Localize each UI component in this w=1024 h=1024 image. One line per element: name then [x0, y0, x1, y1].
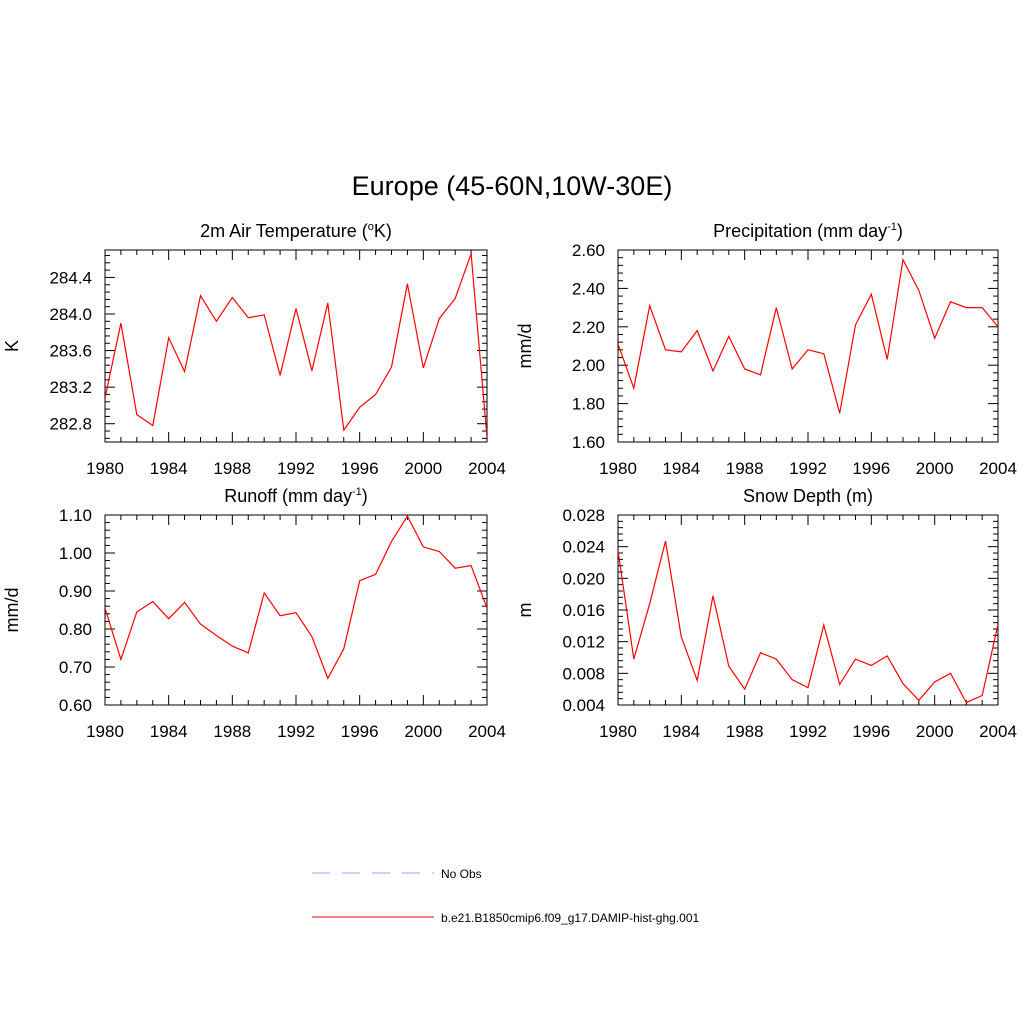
- x-tick-label: 1980: [599, 722, 637, 741]
- x-tick-label: 2000: [404, 722, 442, 741]
- series-line: [618, 540, 998, 704]
- y-axis-label: m: [515, 603, 535, 618]
- x-tick-label: 1988: [726, 722, 764, 741]
- legend: No Obs b.e21.B1850cmip6.f09_g17.DAMIP-hi…: [312, 867, 699, 925]
- x-tick-label: 1984: [662, 459, 700, 478]
- x-tick-label: 2000: [404, 459, 442, 478]
- x-tick-label: 1988: [726, 459, 764, 478]
- x-tick-label: 1988: [213, 459, 251, 478]
- x-tick-label: 1996: [852, 722, 890, 741]
- x-tick-label: 1992: [277, 459, 315, 478]
- panel-runoff-mm-day: Runoff (mm day-1) mm/d 1980 1984 1988 1992 199…: [2, 486, 506, 741]
- y-tick-label: 283.2: [49, 378, 92, 397]
- x-tick-label: 1996: [341, 459, 379, 478]
- panel-title: 2m Air Temperature (oK): [200, 221, 392, 241]
- y-tick-label: 0.016: [562, 601, 605, 620]
- x-tick-label: 1992: [789, 459, 827, 478]
- y-tick-label: 284.0: [49, 305, 92, 324]
- series-line: [105, 253, 487, 438]
- figure-title: Europe (45-60N,10W-30E): [352, 171, 673, 201]
- x-tick-label: 1992: [789, 722, 827, 741]
- y-axis-label: mm/d: [515, 324, 535, 369]
- x-tick-label: 1980: [86, 459, 124, 478]
- x-tick-label: 1980: [86, 722, 124, 741]
- y-tick-label: 0.60: [59, 696, 92, 715]
- x-tick-label: 1984: [150, 722, 188, 741]
- x-tick-label: 1980: [599, 459, 637, 478]
- y-tick-label: 2.60: [572, 241, 605, 260]
- y-tick-label: 1.80: [572, 395, 605, 414]
- x-tick-label: 2004: [979, 459, 1017, 478]
- y-axis-label: mm/d: [2, 588, 22, 633]
- y-tick-label: 283.6: [49, 342, 92, 361]
- panel-title: Precipitation (mm day-1): [713, 221, 903, 241]
- panel-2m-air-temperature: 2m Air Temperature (oK) K 1980 1984 1988 1992…: [2, 221, 506, 478]
- y-tick-label: 0.028: [562, 506, 605, 525]
- x-tick-label: 2004: [979, 722, 1017, 741]
- y-tick-label: 284.4: [49, 268, 92, 287]
- x-tick-label: 1984: [662, 722, 700, 741]
- x-tick-label: 1996: [341, 722, 379, 741]
- series-line: [618, 257, 998, 414]
- x-tick-label: 1996: [852, 459, 890, 478]
- y-tick-label: 2.40: [572, 279, 605, 298]
- y-tick-label: 0.80: [59, 620, 92, 639]
- x-tick-label: 1988: [213, 722, 251, 741]
- chart-panels: 2m Air Temperature (oK) K 1980 1984 1988 1992…: [2, 221, 1017, 741]
- y-tick-label: 0.020: [562, 569, 605, 588]
- x-tick-label: 2004: [468, 722, 506, 741]
- y-tick-label: 0.012: [562, 633, 605, 652]
- panel-title: Runoff (mm day-1): [224, 486, 368, 506]
- y-tick-label: 2.20: [572, 318, 605, 337]
- legend-label-no-obs: No Obs: [441, 867, 482, 881]
- y-axis-label: K: [2, 340, 22, 352]
- x-tick-label: 2000: [916, 722, 954, 741]
- y-tick-label: 0.008: [562, 664, 605, 683]
- y-tick-label: 0.004: [562, 696, 605, 715]
- y-tick-label: 0.70: [59, 658, 92, 677]
- x-tick-label: 2004: [468, 459, 506, 478]
- panel-precipitation-mm-day: Precipitation (mm day-1) mm/d 1980 1984 1988…: [515, 221, 1017, 478]
- y-tick-label: 1.60: [572, 433, 605, 452]
- x-tick-label: 1992: [277, 722, 315, 741]
- y-tick-label: 2.00: [572, 356, 605, 375]
- x-tick-label: 2000: [916, 459, 954, 478]
- x-tick-label: 1984: [150, 459, 188, 478]
- panel-title: Snow Depth (m): [743, 486, 873, 506]
- y-tick-label: 1.10: [59, 506, 92, 525]
- y-tick-label: 0.90: [59, 582, 92, 601]
- y-tick-label: 0.024: [562, 538, 605, 557]
- series-line: [105, 515, 487, 680]
- y-tick-label: 1.00: [59, 544, 92, 563]
- y-tick-label: 282.8: [49, 415, 92, 434]
- legend-label-model-run: b.e21.B1850cmip6.f09_g17.DAMIP-hist-ghg.…: [441, 911, 699, 925]
- panel-snow-depth-m: Snow Depth (m) m 1980 1984 1988 1992 1996 2000 2…: [515, 486, 1017, 741]
